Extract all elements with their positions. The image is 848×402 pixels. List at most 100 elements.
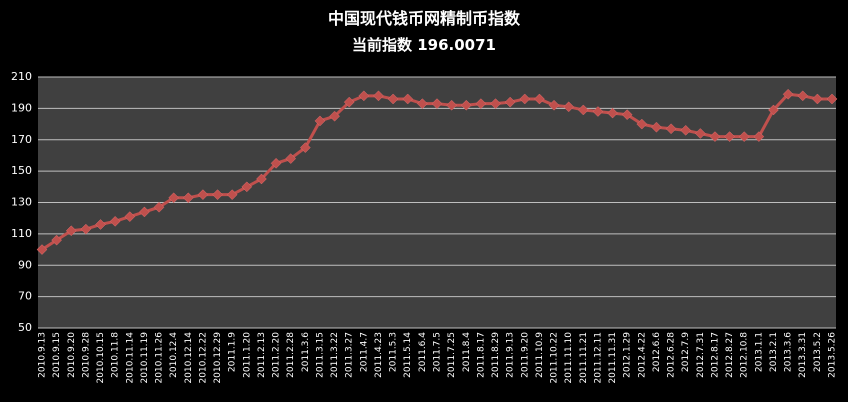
point-marker <box>36 244 48 255</box>
point-marker <box>782 88 794 100</box>
y-tick-label: 210 <box>11 70 32 83</box>
y-tick-label: 70 <box>18 290 32 303</box>
x-tick-label: 2011.5.3 <box>389 332 399 372</box>
y-tick-label: 190 <box>11 101 32 114</box>
x-tick-label: 2011.10.9 <box>535 332 545 378</box>
point-marker <box>694 128 706 139</box>
point-marker <box>51 234 62 246</box>
point-marker <box>709 131 721 142</box>
y-tick-label: 130 <box>11 196 32 209</box>
x-tick-label: 2010.9.13 <box>38 332 48 378</box>
x-tick-label: 2011.8.29 <box>491 332 501 378</box>
x-tick-label: 2012.7.9 <box>681 332 691 372</box>
point-marker <box>299 142 311 153</box>
x-tick-label: 2010.11.14 <box>125 332 135 384</box>
point-marker <box>724 131 735 142</box>
x-tick-label: 2010.11.26 <box>155 332 165 384</box>
point-marker <box>431 98 443 110</box>
x-tick-label: 2012.7.31 <box>696 332 706 378</box>
x-tick-label: 2010.9.15 <box>52 332 62 378</box>
x-tick-label: 2012.1.29 <box>623 332 633 378</box>
point-marker <box>548 99 560 111</box>
x-tick-label: 2010.11.19 <box>140 332 150 384</box>
point-marker <box>343 96 355 108</box>
point-marker <box>738 131 750 142</box>
point-marker <box>358 90 370 102</box>
point-marker <box>197 189 209 201</box>
x-tick-label: 2013.3.6 <box>784 332 794 372</box>
point-marker <box>475 98 487 110</box>
chart-subtitle: 当前指数 196.0071 <box>352 36 496 54</box>
x-tick-label: 2013.5.2 <box>813 332 823 372</box>
x-tick-label: 2011.2.13 <box>257 332 267 378</box>
x-tick-label: 2011.4.7 <box>359 332 369 372</box>
point-marker <box>212 189 223 201</box>
y-tick-label: 170 <box>11 133 32 146</box>
x-tick-label: 2010.12.4 <box>169 332 179 378</box>
point-marker <box>768 104 779 116</box>
point-marker <box>285 153 297 164</box>
x-tick-label: 2012.6.6 <box>652 332 662 372</box>
point-marker <box>387 93 399 105</box>
point-marker <box>417 98 428 110</box>
x-tick-label: 2011.10.22 <box>550 332 560 384</box>
point-marker <box>182 192 194 204</box>
point-marker <box>621 109 633 121</box>
x-tick-label: 2011.8.17 <box>476 332 486 378</box>
point-marker <box>124 211 136 222</box>
chart-title: 中国现代钱币网精制币指数 <box>328 9 521 28</box>
point-marker <box>314 115 326 127</box>
point-marker <box>256 173 267 185</box>
point-marker <box>826 93 838 105</box>
point-marker <box>680 124 692 136</box>
x-tick-label: 2011.9.20 <box>520 332 530 378</box>
x-tick-label: 2013.3.31 <box>798 332 808 378</box>
point-marker <box>797 90 809 102</box>
point-marker <box>665 123 677 135</box>
point-marker <box>490 98 501 110</box>
x-tick-label: 2011.3.27 <box>345 332 355 378</box>
point-marker <box>519 93 531 105</box>
x-tick-label: 2010.9.20 <box>67 332 77 378</box>
point-marker <box>592 106 604 117</box>
point-marker <box>460 99 472 111</box>
x-tick-label: 2010.10.15 <box>96 332 106 384</box>
point-marker <box>241 181 253 193</box>
x-tick-label: 2011.9.13 <box>506 332 516 378</box>
point-marker <box>153 201 165 213</box>
x-tick-label: 2012.4.22 <box>637 332 647 378</box>
point-marker <box>577 104 589 116</box>
x-tick-label: 2013.5.26 <box>828 332 838 378</box>
x-tick-label: 2013.1.1 <box>754 332 764 372</box>
point-marker <box>65 225 77 237</box>
x-tick-label: 2011.8.4 <box>462 332 472 372</box>
x-tick-label: 2011.1.20 <box>242 332 252 378</box>
point-marker <box>534 93 545 105</box>
point-marker <box>504 96 516 108</box>
x-tick-label: 2013.2.1 <box>769 332 779 372</box>
x-tick-label: 2011.1.9 <box>228 332 238 372</box>
x-tick-label: 2012.10.8 <box>740 332 750 378</box>
point-marker <box>226 189 238 201</box>
point-marker <box>109 215 121 227</box>
x-tick-label: 2011.7.5 <box>433 332 443 372</box>
x-tick-label: 2011.7.25 <box>447 332 457 378</box>
x-tick-label: 2011.2.28 <box>286 332 296 378</box>
x-tick-label: 2011.6.4 <box>418 332 428 372</box>
x-tick-label: 2012.6.28 <box>667 332 677 378</box>
y-tick-label: 150 <box>11 164 32 177</box>
x-tick-label: 2011.11.31 <box>608 332 618 384</box>
point-marker <box>139 206 150 218</box>
x-tick-label: 2011.2.20 <box>272 332 282 378</box>
x-tick-label: 2011.4.23 <box>374 332 384 378</box>
point-marker <box>446 99 457 111</box>
x-tick-label: 2012.8.27 <box>725 332 735 378</box>
x-tick-label: 2011.11.10 <box>564 332 574 384</box>
x-tick-label: 2010.12.22 <box>198 332 208 384</box>
point-marker <box>373 90 384 102</box>
x-tick-label: 2010.12.14 <box>184 332 194 384</box>
x-tick-label: 2012.8.17 <box>710 332 720 378</box>
point-marker <box>95 219 106 230</box>
x-tick-label: 2011.3.6 <box>301 332 311 372</box>
